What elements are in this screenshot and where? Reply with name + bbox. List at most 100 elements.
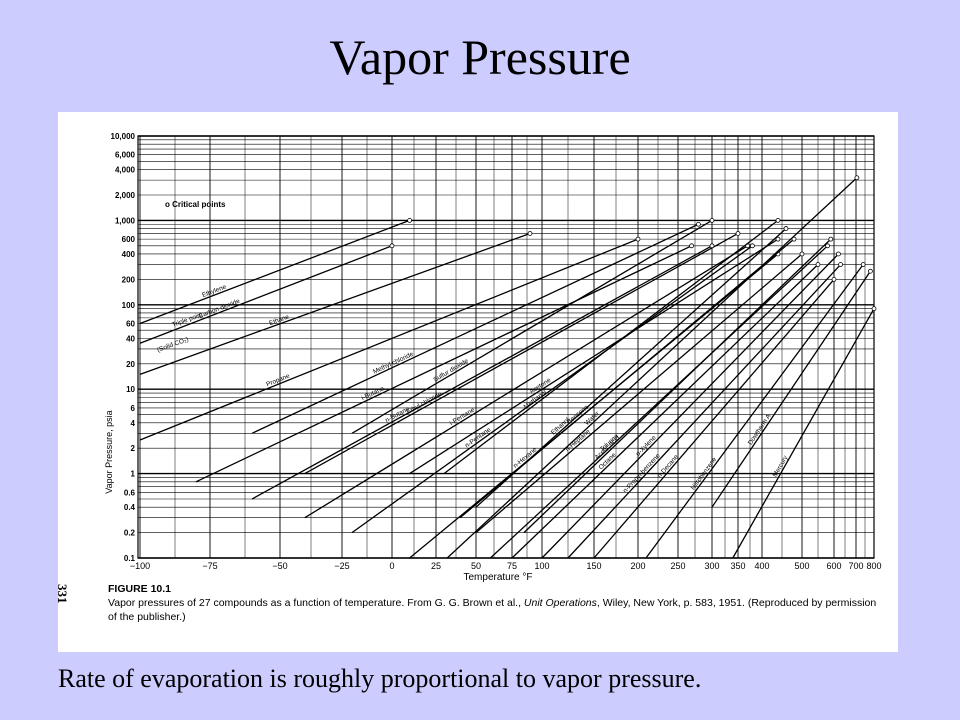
critical-point	[709, 218, 715, 223]
caption-prefix: Vapor pressures of 27 compounds as a fun…	[108, 597, 524, 609]
series-label: n-Hexane	[512, 446, 538, 470]
series-layer	[139, 175, 877, 559]
series-line	[251, 223, 699, 434]
series-line	[443, 219, 779, 475]
series-line	[139, 245, 393, 344]
series-line	[511, 264, 819, 559]
x-tick-label: −50	[272, 561, 287, 571]
series-line	[593, 278, 835, 559]
legend-critical-points: o Critical points	[165, 200, 226, 209]
critical-point	[527, 231, 533, 236]
series-line	[139, 219, 410, 325]
critical-point	[735, 231, 741, 236]
x-tick-label: 0	[389, 561, 394, 571]
critical-point	[750, 243, 755, 249]
critical-point	[775, 236, 781, 242]
critical-point	[696, 221, 701, 227]
series-line	[139, 238, 639, 441]
series-line	[475, 228, 787, 508]
critical-point	[635, 236, 641, 242]
y-tick-label: 6,000	[115, 151, 136, 160]
x-tick-label: 350	[730, 561, 745, 571]
label-layer: 10,0006,0004,0002,0001,00060040020010060…	[111, 132, 882, 571]
y-tick-label: 10	[126, 385, 135, 394]
series-line	[446, 177, 858, 559]
critical-point	[854, 175, 860, 181]
series-line	[645, 264, 864, 559]
series-label: i-Pentane	[449, 406, 477, 427]
critical-point	[828, 236, 834, 242]
y-tick-label: 100	[122, 301, 136, 310]
critical-point	[815, 262, 821, 267]
caption-suffix: , Wiley, New York, p. 583, 1951. (Reprod…	[108, 597, 877, 623]
x-tick-label: −100	[130, 561, 150, 571]
slide-footer: Rate of evaporation is roughly proportio…	[58, 664, 702, 693]
y-tick-label: 1,000	[115, 216, 136, 225]
y-tick-label: 20	[126, 360, 135, 369]
critical-point	[825, 243, 830, 249]
series-label: Sulfur dioxide	[432, 357, 470, 383]
y-tick-label: 1	[131, 470, 136, 479]
y-tick-label: 2,000	[115, 191, 136, 200]
x-tick-label: 150	[586, 561, 601, 571]
figure-caption: FIGURE 10.1 Vapor pressures of 27 compou…	[108, 582, 878, 624]
series-label: Methyl chloride	[372, 351, 415, 376]
y-tick-label: 2	[131, 444, 136, 453]
critical-point	[836, 251, 841, 257]
series-line	[195, 245, 692, 483]
critical-point	[791, 236, 797, 242]
page-number: 331	[55, 584, 70, 604]
x-tick-label: 50	[471, 561, 481, 571]
critical-point	[689, 243, 694, 249]
y-tick-label: 40	[126, 334, 135, 343]
y-tick-label: 10,000	[111, 132, 136, 141]
x-tick-label: −25	[334, 561, 349, 571]
series-line	[711, 270, 871, 508]
y-tick-label: 0.4	[124, 503, 136, 512]
annotation-solid-co2: (Solid CO₂)	[156, 336, 189, 354]
series-line	[523, 238, 832, 534]
x-tick-label: 800	[866, 561, 881, 571]
critical-point	[860, 262, 866, 267]
series-line	[541, 253, 839, 559]
figure-label: FIGURE 10.1	[108, 583, 172, 595]
x-tick-label: 300	[704, 561, 719, 571]
series-line	[351, 245, 753, 534]
x-tick-label: 75	[507, 561, 517, 571]
critical-point	[838, 262, 843, 267]
slide-title: Vapor Pressure	[329, 29, 631, 85]
critical-point	[775, 218, 781, 223]
vapor-pressure-chart: 10,0006,0004,0002,0001,00060040020010060…	[104, 132, 882, 583]
y-tick-label: 4	[131, 419, 136, 428]
series-line	[489, 245, 829, 559]
series-label: Ethylene	[201, 283, 227, 299]
y-axis-label: Vapor Pressure, psia	[104, 410, 114, 493]
critical-point	[799, 251, 805, 257]
series-line	[351, 219, 713, 434]
x-tick-label: 100	[534, 561, 549, 571]
y-tick-label: 0.6	[124, 488, 136, 497]
x-tick-label: 200	[630, 561, 645, 571]
series-label: Propane	[265, 373, 291, 389]
series-line	[251, 245, 713, 500]
y-tick-label: 0.2	[124, 529, 136, 538]
series-line	[732, 308, 875, 559]
series-label: Dowtherm A	[747, 413, 773, 447]
series-line	[409, 238, 779, 475]
critical-point	[868, 268, 873, 274]
x-tick-label: 700	[848, 561, 863, 571]
series-label: Mercury	[772, 454, 790, 479]
y-tick-label: 0.1	[124, 554, 136, 563]
critical-point	[709, 243, 715, 249]
series-label: n-Heptane	[564, 428, 592, 453]
y-tick-label: 4,000	[115, 166, 136, 175]
x-tick-label: −75	[202, 561, 217, 571]
y-tick-label: 6	[131, 404, 136, 413]
caption-book: Unit Operations	[523, 597, 597, 609]
y-tick-label: 400	[122, 250, 136, 259]
x-tick-label: 250	[670, 561, 685, 571]
figure-panel: 10,000 6,000 4,000 2,000 1,000 600 400 200 100 60…	[55, 112, 898, 652]
critical-point	[871, 306, 877, 312]
plot-frame	[137, 135, 875, 559]
series-line	[304, 232, 739, 475]
